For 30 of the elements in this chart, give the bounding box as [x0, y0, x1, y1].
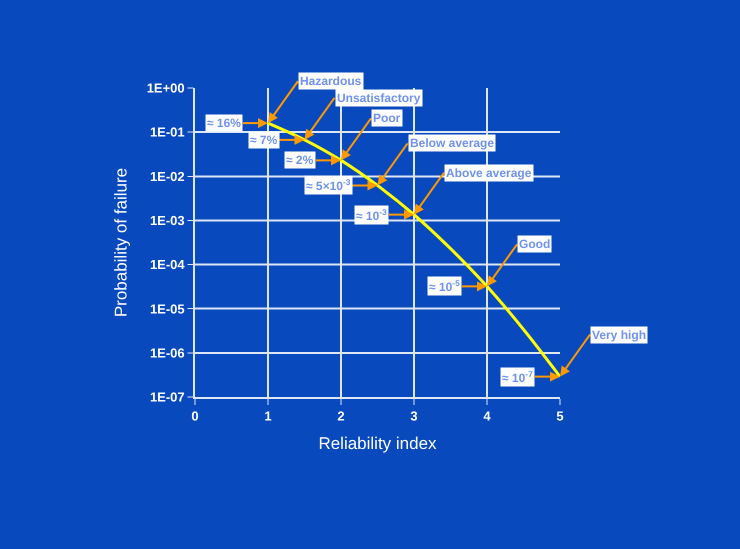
y-tick-label: 1E-04 — [150, 257, 186, 272]
annotation: Below average — [410, 136, 494, 150]
x-tick-label: 0 — [191, 408, 199, 424]
y-tick-label: 1E-03 — [150, 212, 185, 228]
x-tick-label: 2 — [337, 408, 345, 424]
annotation: ≈ 10$^{-3}$ — [356, 207, 388, 224]
annotation: Good — [519, 237, 550, 251]
annotation: ≈ 16% — [207, 116, 242, 130]
annotation: Poor — [373, 111, 401, 125]
y-tick-label: 1E-07 — [150, 390, 185, 405]
y-tick-label: 1E-01 — [150, 124, 185, 140]
annotation: Unsatisfactory — [337, 91, 421, 105]
x-tick-label: 4 — [483, 408, 492, 424]
annotation: ≈ 7% — [250, 133, 278, 147]
x-tick-label: 3 — [410, 408, 418, 424]
y-tick-label: 1E+00 — [146, 80, 185, 96]
y-tick-label: 1E-06 — [150, 345, 185, 360]
annotation: Very high — [592, 328, 646, 342]
x-tick-label: 5 — [556, 408, 564, 424]
annotation: Above average — [446, 166, 532, 180]
annotation: ≈ 5×10$^{-3}$ — [306, 177, 351, 194]
x-axis-title: Reliability index — [318, 434, 438, 454]
y-tick-label: 1E-05 — [150, 301, 185, 316]
annotation: ≈ 2% — [286, 153, 314, 167]
x-tick-label: 1 — [264, 408, 272, 424]
y-tick-label: 1E-02 — [150, 168, 185, 184]
y-axis-title: Probability of failure — [112, 168, 131, 318]
annotation: Hazardous — [300, 74, 362, 88]
annotation: ≈ 10$^{-5}$ — [429, 278, 460, 294]
annotation: ≈ 10$^{-7}$ — [502, 369, 534, 386]
